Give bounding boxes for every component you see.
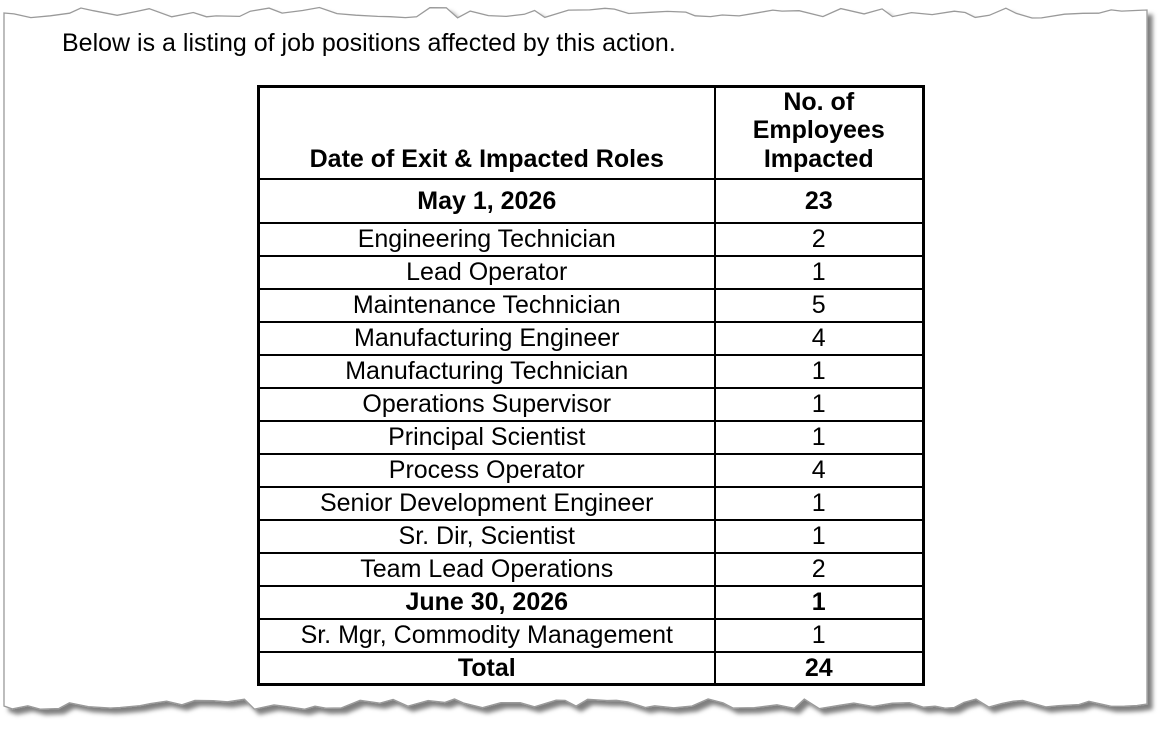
role-cell: Senior Development Engineer (257, 485, 716, 521)
count-cell: 1 (713, 584, 925, 620)
count-cell: 1 (713, 518, 925, 554)
count-cell: 4 (713, 452, 925, 488)
header-row: Date of Exit & Impacted Roles No. of Emp… (257, 85, 925, 180)
role-cell: Total (257, 650, 716, 686)
table-row: Process Operator 4 (257, 452, 925, 488)
table-row: Total 24 (257, 650, 925, 686)
count-cell: 4 (713, 320, 925, 356)
role-cell: Manufacturing Technician (257, 353, 716, 389)
table-row: Team Lead Operations 2 (257, 551, 925, 587)
count-cell: 1 (713, 617, 925, 653)
count-cell: 1 (713, 254, 925, 290)
impacted-roles-table: Date of Exit & Impacted Roles No. of Emp… (257, 85, 925, 687)
role-cell: Manufacturing Engineer (257, 320, 716, 356)
table-row: Engineering Technician 2 (257, 221, 925, 257)
table-row: Manufacturing Engineer 4 (257, 320, 925, 356)
role-cell: June 30, 2026 (257, 584, 716, 620)
role-cell: Team Lead Operations (257, 551, 716, 587)
table-row: Lead Operator 1 (257, 254, 925, 290)
table-row: Maintenance Technician 5 (257, 287, 925, 323)
count-cell: 23 (713, 177, 925, 224)
table-row: Operations Supervisor 1 (257, 386, 925, 422)
intro-text: Below is a listing of job positions affe… (62, 29, 676, 57)
count-cell: 2 (713, 551, 925, 587)
count-cell: 1 (713, 419, 925, 455)
count-cell: 1 (713, 485, 925, 521)
table-row: Sr. Mgr, Commodity Management 1 (257, 617, 925, 653)
col-header-count: No. of Employees Impacted (713, 85, 925, 180)
table-row: June 30, 2026 1 (257, 584, 925, 620)
count-cell: 1 (713, 386, 925, 422)
count-cell: 2 (713, 221, 925, 257)
count-cell: 24 (713, 650, 925, 686)
role-cell: Lead Operator (257, 254, 716, 290)
role-cell: Sr. Dir, Scientist (257, 518, 716, 554)
role-cell: Principal Scientist (257, 419, 716, 455)
table-row: Senior Development Engineer 1 (257, 485, 925, 521)
role-cell: May 1, 2026 (257, 177, 716, 224)
role-cell: Operations Supervisor (257, 386, 716, 422)
count-cell: 1 (713, 353, 925, 389)
count-cell: 5 (713, 287, 925, 323)
role-cell: Engineering Technician (257, 221, 716, 257)
role-cell: Sr. Mgr, Commodity Management (257, 617, 716, 653)
role-cell: Process Operator (257, 452, 716, 488)
table-row: Manufacturing Technician 1 (257, 353, 925, 389)
table-row: Sr. Dir, Scientist 1 (257, 518, 925, 554)
table-row: May 1, 2026 23 (257, 177, 925, 224)
role-cell: Maintenance Technician (257, 287, 716, 323)
col-header-roles: Date of Exit & Impacted Roles (257, 85, 716, 180)
table-row: Principal Scientist 1 (257, 419, 925, 455)
